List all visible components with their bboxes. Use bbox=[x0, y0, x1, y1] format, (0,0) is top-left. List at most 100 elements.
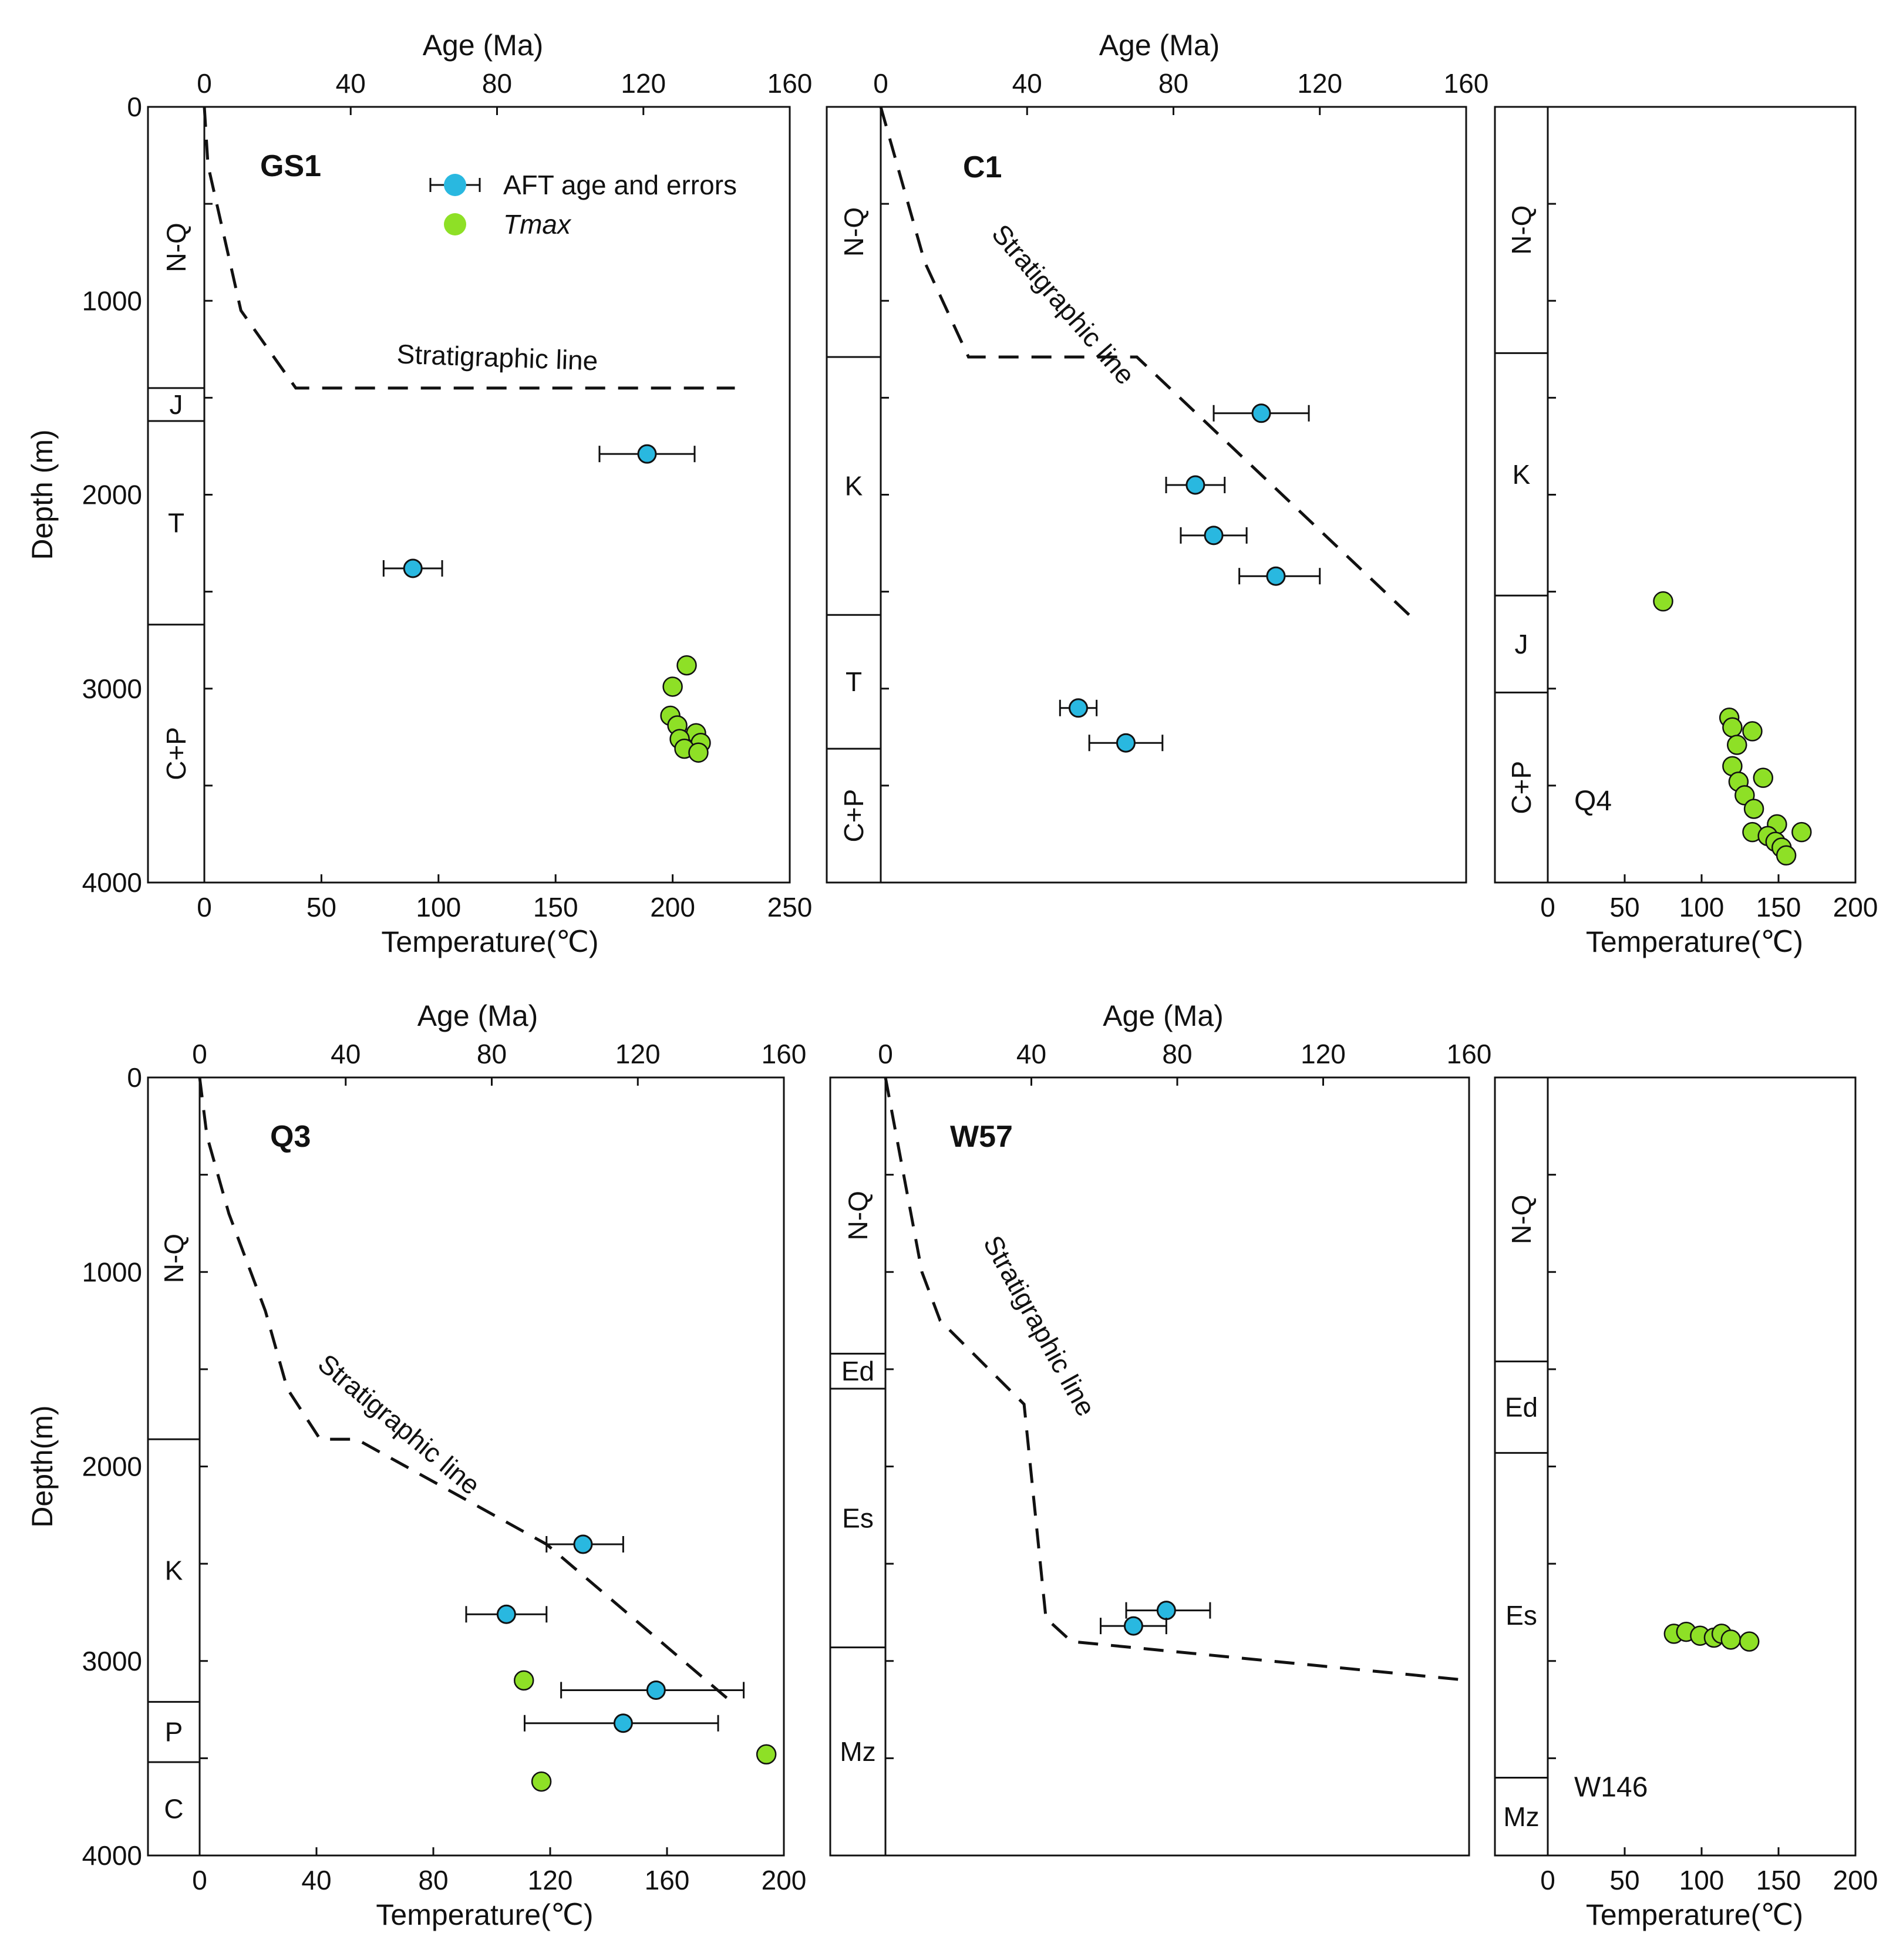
strata-label: Mz bbox=[840, 1736, 875, 1767]
tmax-point bbox=[1791, 821, 1812, 843]
well-title: Q3 bbox=[270, 1120, 311, 1154]
strata-label: J bbox=[1515, 629, 1528, 659]
temp-tick-label: 50 bbox=[306, 892, 336, 922]
age-tick-label: 120 bbox=[621, 68, 666, 99]
strata-label: K bbox=[845, 471, 863, 501]
temp-tick-label: 40 bbox=[301, 1865, 331, 1895]
temp-tick-label: 150 bbox=[533, 892, 578, 922]
tmax-point bbox=[531, 1771, 552, 1792]
temp-tick-label: 250 bbox=[767, 892, 813, 922]
depth-tick-label: 2000 bbox=[82, 1452, 142, 1482]
age-tick-label: 0 bbox=[192, 1039, 207, 1069]
temp-tick-label: 200 bbox=[650, 892, 695, 922]
tmax-point bbox=[1653, 591, 1673, 612]
panel-c1: N-Q K T C+P 0 40 80 120 160 Age (Ma) C1 Stratigraph… bbox=[826, 29, 1489, 884]
aft-point bbox=[1185, 475, 1205, 495]
age-tick-label: 80 bbox=[477, 1039, 507, 1069]
temp-tick-label: 0 bbox=[1540, 892, 1555, 922]
age-tick-label: 160 bbox=[1444, 68, 1489, 99]
aft-point bbox=[637, 444, 657, 464]
strata-label: N-Q bbox=[1506, 1195, 1537, 1244]
age-tick-label: 80 bbox=[482, 68, 512, 99]
depth-axis-title: Depth(m) bbox=[26, 1405, 59, 1527]
temp-tick-label: 100 bbox=[416, 892, 461, 922]
age-tick-label: 40 bbox=[1012, 68, 1042, 99]
depth-tick-label: 3000 bbox=[82, 1646, 142, 1676]
tmax-point bbox=[676, 655, 697, 676]
tmax-point bbox=[513, 1670, 534, 1691]
tmax-point bbox=[662, 676, 683, 697]
plot-frame bbox=[1494, 106, 1857, 884]
depth-tick-label: 0 bbox=[127, 92, 142, 122]
tmax-point bbox=[1753, 767, 1774, 788]
strata-label: K bbox=[165, 1555, 183, 1586]
temp-tick-label: 200 bbox=[1833, 1865, 1878, 1895]
aft-point bbox=[496, 1604, 516, 1624]
age-tick-label: 160 bbox=[767, 68, 813, 99]
plot-frame bbox=[829, 1076, 1470, 1857]
plot-frame bbox=[826, 106, 1467, 884]
tmax-point bbox=[1722, 717, 1743, 738]
aft-point bbox=[573, 1534, 593, 1554]
depth-tick-label: 4000 bbox=[82, 867, 142, 898]
tmax-point bbox=[756, 1744, 777, 1764]
aft-point bbox=[1251, 403, 1271, 423]
panel-w146: N-Q Ed Es Mz 0 50 100 150 200 Temperature(℃) W146 bbox=[1494, 1076, 1878, 1931]
temp-axis-title: Temperature(℃) bbox=[381, 925, 598, 958]
age-tick-label: 160 bbox=[762, 1039, 807, 1069]
strata-label: C+P bbox=[161, 727, 191, 780]
age-tick-label: 0 bbox=[878, 1039, 893, 1069]
aft-point bbox=[1068, 698, 1088, 718]
age-axis-title: Age (Ma) bbox=[423, 29, 544, 62]
well-title: C1 bbox=[963, 150, 1002, 184]
age-tick-label: 120 bbox=[1297, 68, 1342, 99]
age-tick-label: 40 bbox=[336, 68, 366, 99]
temp-tick-label: 150 bbox=[1756, 892, 1801, 922]
age-tick-label: 120 bbox=[615, 1039, 661, 1069]
strata-label: N-Q bbox=[159, 1234, 189, 1283]
strata-label: T bbox=[168, 507, 184, 538]
temp-tick-label: 0 bbox=[1540, 1865, 1555, 1895]
depth-tick-label: 3000 bbox=[82, 673, 142, 704]
temp-tick-label: 200 bbox=[1833, 892, 1878, 922]
aft-point bbox=[403, 558, 423, 578]
strata-label: N-Q bbox=[1506, 206, 1537, 255]
depth-tick-label: 1000 bbox=[82, 1257, 142, 1287]
tmax-point bbox=[1720, 1629, 1742, 1650]
plot-frame bbox=[147, 1076, 785, 1857]
age-axis-title: Age (Ma) bbox=[1099, 29, 1220, 62]
strata-label: C+P bbox=[838, 789, 869, 843]
legend-aft-label: AFT age and errors bbox=[503, 170, 737, 200]
panel-q4: N-Q K J C+P 0 50 100 150 200 Temperature(℃) Q4 bbox=[1494, 106, 1878, 958]
temp-tick-label: 100 bbox=[1679, 892, 1725, 922]
stratigraphic-line bbox=[884, 1077, 1470, 1682]
temp-axis-title: Temperature(℃) bbox=[376, 1898, 593, 1931]
well-title: W146 bbox=[1574, 1772, 1648, 1803]
strata-label: Mz bbox=[1503, 1801, 1539, 1832]
plot-frame bbox=[1494, 1076, 1857, 1857]
strata-label: Ed bbox=[841, 1356, 874, 1386]
depth-axis-title: Depth (m) bbox=[26, 429, 59, 560]
panel-w57: N-Q Ed Es Mz 0 40 80 120 160 Age (Ma) W57 Stratigra… bbox=[829, 999, 1491, 1857]
legend-tmax-label: Tmax bbox=[503, 209, 572, 240]
strata-label: J bbox=[170, 389, 183, 420]
age-tick-label: 0 bbox=[873, 68, 888, 99]
well-title: W57 bbox=[950, 1120, 1013, 1154]
plot-frame bbox=[147, 106, 791, 884]
aft-point bbox=[613, 1713, 633, 1733]
strata-label: Ed bbox=[1505, 1392, 1538, 1422]
well-title: GS1 bbox=[260, 149, 321, 183]
strata-label: Es bbox=[1505, 1600, 1537, 1631]
stratigraphic-line bbox=[203, 106, 735, 390]
temp-tick-label: 80 bbox=[418, 1865, 448, 1895]
age-tick-label: 80 bbox=[1162, 1039, 1192, 1069]
stratigraphic-line bbox=[198, 1077, 730, 1701]
temp-tick-label: 0 bbox=[192, 1865, 207, 1895]
temp-axis-title: Temperature(℃) bbox=[1586, 925, 1803, 958]
tmax-point bbox=[1739, 1631, 1760, 1652]
well-title: Q4 bbox=[1574, 786, 1612, 817]
aft-point bbox=[646, 1680, 666, 1700]
aft-point bbox=[1266, 566, 1286, 586]
legend: AFT age and errors Tmax bbox=[429, 170, 737, 240]
